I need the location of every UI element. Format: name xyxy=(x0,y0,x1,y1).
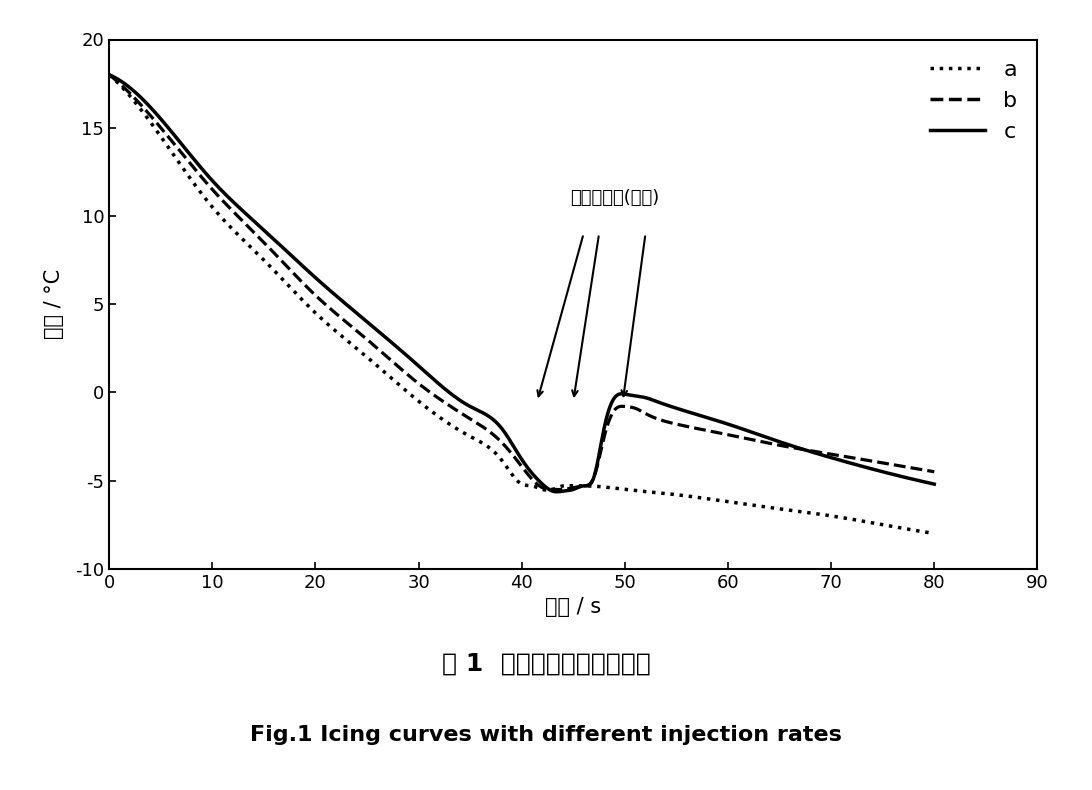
b xyxy=(503,447,517,457)
c xyxy=(904,474,917,483)
Line: a: a xyxy=(109,75,935,533)
b xyxy=(553,485,566,495)
b xyxy=(904,463,917,472)
a xyxy=(903,525,916,534)
c xyxy=(550,487,563,496)
b xyxy=(145,112,158,122)
Legend: a, b, c: a, b, c xyxy=(921,51,1026,151)
b xyxy=(904,463,917,472)
b xyxy=(103,70,116,80)
a xyxy=(752,502,765,511)
a xyxy=(103,70,116,80)
a xyxy=(503,468,517,477)
Text: Fig.1 Icing curves with different injection rates: Fig.1 Icing curves with different inject… xyxy=(250,724,842,745)
c xyxy=(928,480,941,489)
c xyxy=(503,436,517,446)
c xyxy=(904,474,917,483)
a xyxy=(145,118,158,128)
X-axis label: 时间 / s: 时间 / s xyxy=(545,597,602,617)
Y-axis label: 温度 / °C: 温度 / °C xyxy=(44,269,64,339)
b xyxy=(482,426,495,435)
c xyxy=(752,430,765,439)
c xyxy=(482,412,495,421)
Text: 图 1  不同进样量的结冰曲线: 图 1 不同进样量的结冰曲线 xyxy=(441,652,651,675)
Line: b: b xyxy=(109,75,935,490)
a xyxy=(928,529,941,538)
b xyxy=(928,467,941,476)
a xyxy=(482,442,495,452)
Line: c: c xyxy=(109,75,935,491)
Text: 理论测量点(冰点): 理论测量点(冰点) xyxy=(570,190,660,207)
c xyxy=(103,70,116,80)
a xyxy=(904,525,917,534)
c xyxy=(145,103,158,113)
b xyxy=(752,437,765,446)
